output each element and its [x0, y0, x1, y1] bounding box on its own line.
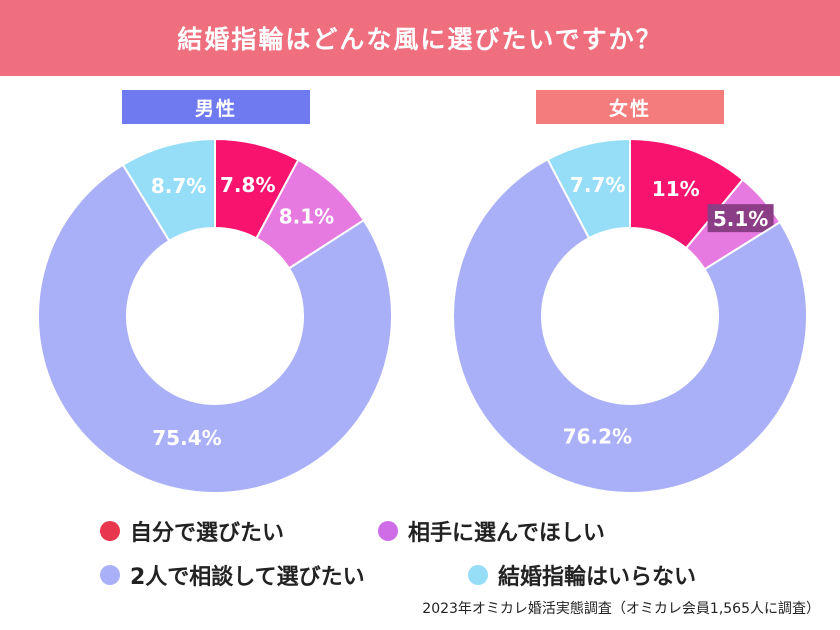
legend-item-together: 2人で相談して選びたい [100, 559, 365, 591]
legend-dot-together [100, 565, 120, 585]
female-label-bg-partner [707, 204, 774, 233]
legend-label-self: 自分で選びたい [130, 521, 285, 546]
female-slice-none [546, 137, 631, 240]
source-note: 2023年オミカレ婚活実態調査（オミカレ会員1,565人に調査） [422, 601, 820, 617]
female-label: 女性 [536, 90, 724, 124]
female-value-label-together: 76.2% [563, 425, 632, 449]
male-value-label-together: 75.4% [152, 426, 221, 450]
legend-dot-partner [378, 521, 398, 541]
legend-dot-self [100, 521, 120, 541]
male-slice-none [121, 137, 216, 243]
legend-dot-none [468, 565, 488, 585]
male-slice-together [37, 163, 393, 494]
male-value-label-none: 8.7% [151, 174, 206, 198]
male-value-label-self: 7.8% [220, 173, 275, 197]
legend-item-partner: 相手に選んでほしい [378, 515, 605, 547]
legend-label-none: 結婚指輪はいらない [498, 565, 697, 590]
female-value-label-none: 7.7% [570, 173, 625, 197]
female-value-label-self: 11% [652, 177, 700, 201]
legend-label-together: 2人で相談して選びたい [130, 565, 365, 590]
male-label: 男性 [122, 90, 310, 124]
legend-label-partner: 相手に選んでほしい [408, 521, 605, 546]
male-value-label-partner: 8.1% [279, 205, 334, 229]
chart-title: 結婚指輪はどんな風に選びたいですか？ [0, 0, 840, 76]
legend-item-none: 結婚指輪はいらない [468, 559, 696, 591]
legend-item-self: 自分で選びたい [100, 515, 284, 547]
female-value-label-partner: 5.1% [713, 207, 768, 231]
female-slice-together [452, 157, 808, 494]
